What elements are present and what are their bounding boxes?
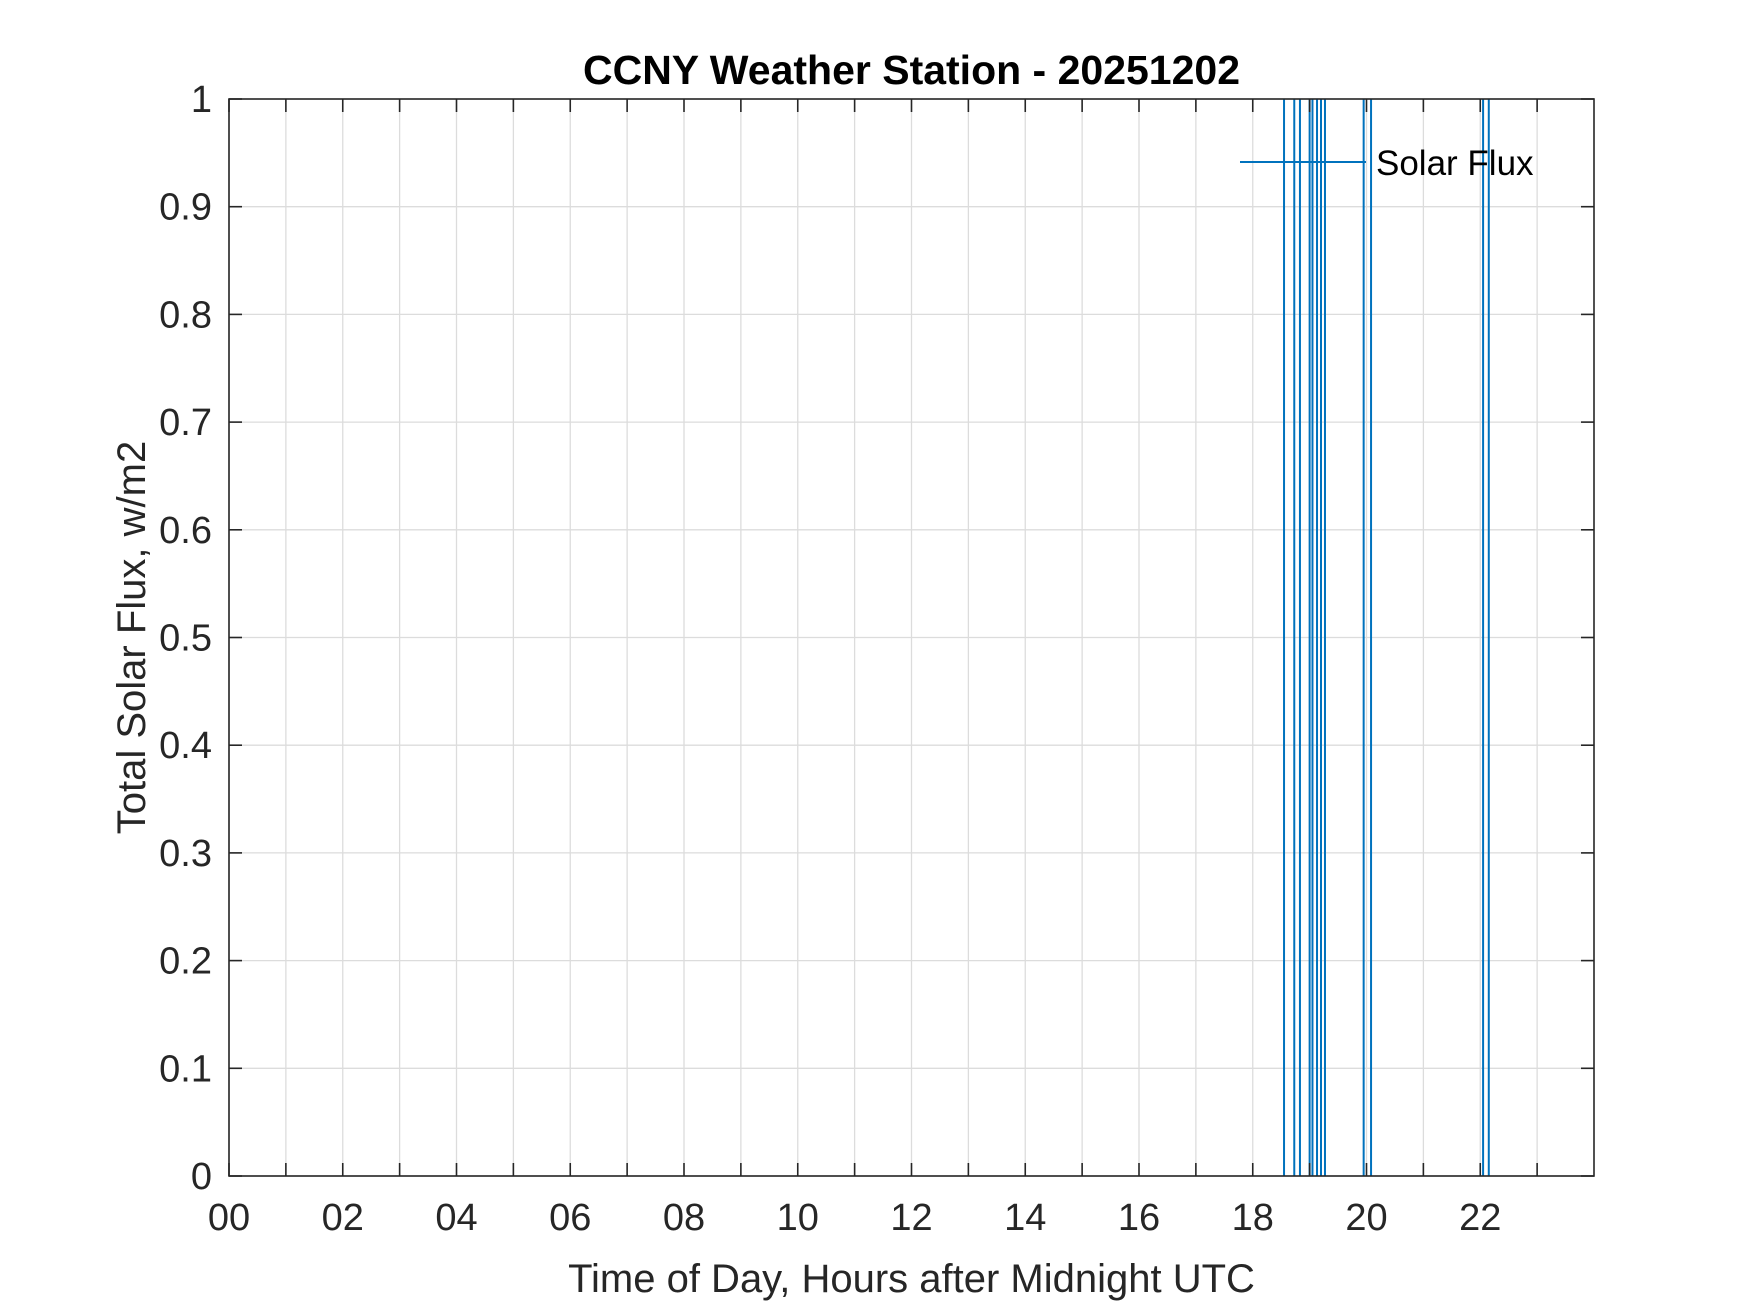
x-tick-label: 10 bbox=[777, 1197, 819, 1239]
x-tick-label: 14 bbox=[1004, 1197, 1046, 1239]
y-tick-label: 0.2 bbox=[159, 941, 212, 983]
series-layer bbox=[1283, 99, 1490, 1176]
y-tick-label: 0.9 bbox=[159, 187, 212, 229]
legend: Solar Flux bbox=[1240, 144, 1534, 183]
legend-label-solar-flux: Solar Flux bbox=[1376, 144, 1534, 183]
y-tick-label: 1 bbox=[191, 79, 212, 121]
y-tick-label: 0.1 bbox=[159, 1048, 212, 1090]
x-tick-label: 18 bbox=[1232, 1197, 1274, 1239]
y-tick-label: 0.5 bbox=[159, 618, 212, 660]
x-axis-label: Time of Day, Hours after Midnight UTC bbox=[568, 1257, 1255, 1301]
y-tick-label: 0.8 bbox=[159, 294, 212, 336]
y-tick-label: 0.6 bbox=[159, 510, 212, 552]
x-tick-label: 12 bbox=[890, 1197, 932, 1239]
y-tick-label: 0 bbox=[191, 1156, 212, 1198]
x-tick-label: 06 bbox=[549, 1197, 591, 1239]
y-tick-label: 0.4 bbox=[159, 725, 212, 767]
x-tick-label: 04 bbox=[435, 1197, 477, 1239]
y-tick-label: 0.3 bbox=[159, 833, 212, 875]
x-tick-label: 08 bbox=[663, 1197, 705, 1239]
y-tick-labels: 0 0.1 0.2 0.3 0.4 0.5 0.6 0.7 0.8 0.9 1 bbox=[159, 79, 212, 1198]
x-tick-label: 22 bbox=[1459, 1197, 1501, 1239]
chart-title: CCNY Weather Station - 20251202 bbox=[583, 47, 1240, 93]
x-tick-label: 20 bbox=[1345, 1197, 1387, 1239]
x-tick-label: 16 bbox=[1118, 1197, 1160, 1239]
y-axis-label: Total Solar Flux, w/m2 bbox=[110, 441, 154, 834]
y-tick-label: 0.7 bbox=[159, 402, 212, 444]
x-tick-label: 00 bbox=[208, 1197, 250, 1239]
x-tick-labels: 00 02 04 06 08 10 12 14 16 18 20 22 bbox=[208, 1197, 1502, 1239]
x-tick-label: 02 bbox=[322, 1197, 364, 1239]
tick-marks bbox=[228, 98, 1594, 1177]
